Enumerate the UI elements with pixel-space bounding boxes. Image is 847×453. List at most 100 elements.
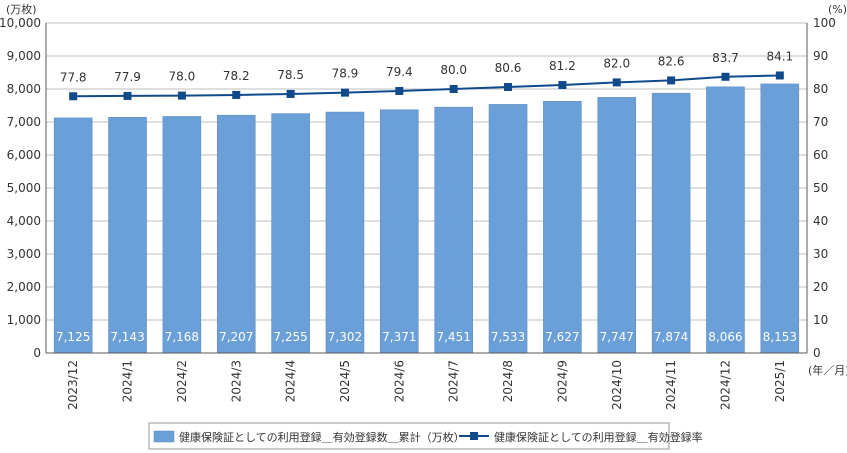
rate-point: [232, 90, 241, 99]
x-tick-label: 2024/1: [121, 360, 135, 402]
x-tick-label: 2024/2: [175, 360, 189, 402]
left-tick-label: 5,000: [7, 181, 41, 195]
left-tick-label: 8,000: [7, 82, 41, 96]
bar: [380, 109, 419, 354]
rate-data-label: 78.9: [332, 67, 359, 81]
rate-point: [395, 86, 404, 95]
right-tick-label: 90: [813, 49, 828, 63]
rate-point: [558, 81, 567, 90]
x-tick-label: 2024/7: [447, 360, 461, 402]
rate-data-label: 82.6: [658, 54, 685, 68]
bar: [760, 83, 800, 354]
bar-data-label: 7,451: [436, 330, 470, 344]
rate-data-label: 84.1: [766, 49, 793, 63]
bar: [488, 104, 528, 354]
left-tick-label: 6,000: [7, 148, 41, 162]
rate-data-label: 81.2: [549, 59, 576, 73]
bar-data-label: 7,874: [654, 330, 688, 344]
left-tick-label: 3,000: [7, 247, 41, 261]
rate-data-label: 78.2: [223, 69, 250, 83]
right-tick-label: 50: [813, 181, 828, 195]
right-tick-label: 30: [813, 247, 828, 261]
right-tick-label: 60: [813, 148, 828, 162]
left-tick-label: 9,000: [7, 49, 41, 63]
left-tick-label: 1,000: [7, 313, 41, 327]
rate-data-label: 82.0: [603, 56, 630, 70]
bar-data-label: 8,066: [708, 330, 742, 344]
rate-data-label: 80.6: [495, 61, 522, 75]
x-axis-unit: (年／月): [808, 363, 847, 377]
right-axis-unit: (%): [828, 3, 847, 16]
bar: [162, 116, 202, 354]
bar-data-label: 7,627: [545, 330, 579, 344]
rate-data-label: 83.7: [712, 51, 739, 65]
x-tick-label: 2025/1: [773, 360, 787, 402]
bar-data-label: 7,255: [273, 330, 307, 344]
x-tick-label: 2024/5: [338, 360, 352, 402]
left-axis-unit: (万枚): [6, 2, 37, 16]
bar-data-label: 7,533: [491, 330, 525, 344]
bar: [53, 117, 93, 354]
legend-line-label: 健康保険証としての利用登録＿有効登録率: [494, 430, 703, 444]
rate-point: [69, 92, 78, 101]
right-tick-label: 70: [813, 115, 828, 129]
bar: [108, 117, 147, 354]
rate-data-label: 77.8: [60, 70, 87, 84]
legend-bar-swatch: [153, 430, 175, 443]
bar: [434, 106, 473, 354]
bar-data-label: 7,371: [382, 330, 416, 344]
right-tick-label: 0: [813, 346, 821, 360]
rate-point: [340, 88, 349, 97]
left-tick-label: 0: [33, 346, 41, 360]
left-tick-label: 10,000: [0, 16, 41, 30]
rate-line-path: [73, 74, 780, 98]
bars: 7,125 7,143 7,168 7,207 7,255 7,302 7,371 7,451…: [53, 83, 800, 354]
x-tick-label: 2024/11: [664, 360, 678, 410]
rate-point: [123, 91, 132, 100]
bar-data-label: 7,143: [110, 330, 144, 344]
rate-point: [177, 91, 186, 100]
bar-data-label: 7,302: [328, 330, 362, 344]
right-tick-label: 100: [813, 16, 836, 30]
bar-data-label: 8,153: [763, 330, 797, 344]
bar: [271, 113, 310, 354]
bar-data-label: 7,747: [600, 330, 634, 344]
gridlines: [46, 22, 807, 354]
bar: [706, 86, 745, 354]
rate-point: [449, 85, 458, 93]
x-tick-label: 2024/10: [610, 360, 624, 410]
rate-point: [775, 71, 784, 80]
x-tick-label: 2024/3: [229, 360, 243, 402]
x-tick-label: 2024/9: [555, 360, 569, 402]
x-tick-label: 2024/8: [501, 360, 515, 402]
bar: [651, 92, 691, 354]
bar-data-label: 7,125: [56, 330, 90, 344]
left-tick-label: 7,000: [7, 115, 41, 129]
rate-data-label: 77.9: [114, 70, 141, 84]
left-tick-label: 4,000: [7, 214, 41, 228]
x-tick-label: 2024/12: [718, 360, 732, 410]
right-tick-label: 80: [813, 82, 828, 96]
bar: [597, 97, 637, 354]
rate-point: [667, 76, 676, 85]
bar: [325, 111, 365, 354]
axes: 0 1,000 2,000 3,000 4,000 5,000 6,000 7,000 8,00…: [0, 16, 836, 410]
right-tick-label: 10: [813, 313, 828, 327]
bar-data-label: 7,168: [165, 330, 199, 344]
rate-line: 77.8 77.9 78.0 78.2 78.5 78.9 79.4 80.0 80.6 81.2…: [60, 49, 793, 101]
right-tick-label: 20: [813, 280, 828, 294]
rate-point: [612, 78, 621, 87]
bar-data-label: 7,207: [219, 330, 253, 344]
left-tick-label: 2,000: [7, 280, 41, 294]
legend: 健康保険証としての利用登録＿有効登録数＿累計（万枚） 健康保険証としての利用登録…: [148, 422, 703, 450]
rate-data-label: 79.4: [386, 65, 413, 79]
bar: [543, 101, 582, 354]
rate-data-label: 78.0: [169, 70, 196, 84]
legend-box: [148, 422, 670, 450]
rate-point: [286, 89, 295, 98]
x-tick-label: 2023/12: [66, 360, 80, 410]
bar: [216, 114, 256, 354]
rate-data-label: 80.0: [440, 63, 467, 77]
legend-bar-label: 健康保険証としての利用登録＿有効登録数＿累計（万枚）: [179, 430, 465, 444]
